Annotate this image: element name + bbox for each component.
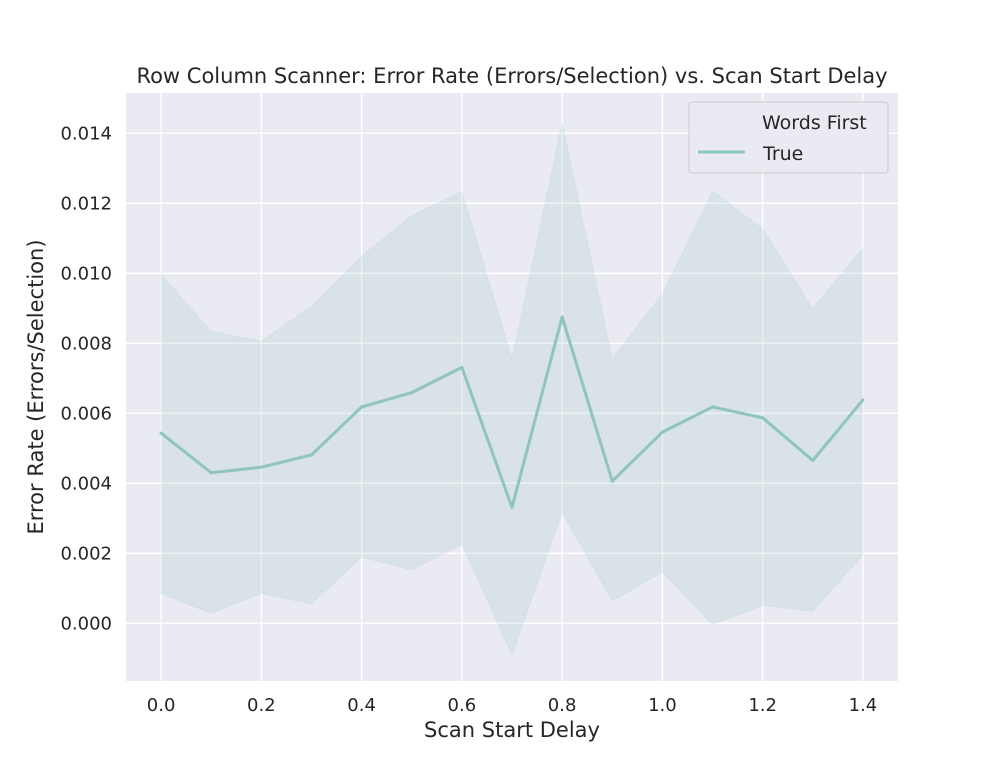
x-tick-label: 1.2 [748, 695, 777, 716]
x-tick-label: 0.2 [247, 695, 276, 716]
y-tick-label: 0.012 [60, 193, 112, 214]
legend-title: Words First [762, 112, 867, 134]
confidence-band [160, 122, 864, 657]
data-point [159, 431, 163, 435]
data-point [861, 398, 865, 402]
legend-box [688, 101, 889, 174]
data-point [259, 465, 263, 469]
y-tick-label: 0.014 [60, 123, 112, 144]
data-point [761, 416, 765, 420]
confidence-bands [160, 122, 864, 657]
data-point [711, 405, 715, 409]
x-tick-label: 1.0 [648, 695, 677, 716]
data-point [510, 505, 514, 509]
data-point [460, 365, 464, 369]
chart-title: Row Column Scanner: Error Rate (Errors/S… [136, 64, 887, 88]
x-tick-label: 0.6 [448, 695, 477, 716]
x-axis-label: Scan Start Delay [424, 718, 600, 742]
y-tick-label: 0.006 [60, 403, 112, 424]
y-tick-label: 0.010 [60, 263, 112, 284]
data-point [811, 459, 815, 462]
y-tick-label: 0.000 [60, 613, 112, 634]
data-point [610, 479, 614, 483]
y-axis-label: Error Rate (Errors/Selection) [24, 239, 48, 534]
x-tick-label: 1.4 [849, 695, 878, 716]
x-tick-label: 0.8 [548, 695, 577, 716]
x-tick-label: 0.4 [347, 695, 376, 716]
x-tick-label: 0.0 [147, 695, 176, 716]
x-axis-ticks: 0.0 0.2 0.4 0.6 0.8 1.0 1.2 1.4 [147, 695, 877, 716]
y-tick-label: 0.002 [60, 543, 112, 564]
legend-entry-true: True [762, 143, 803, 165]
legend: Words First True [688, 101, 889, 174]
data-point [560, 315, 564, 319]
data-point [410, 391, 414, 395]
data-point [360, 405, 364, 409]
y-axis-ticks: 0.000 0.002 0.004 0.006 0.008 0.010 0.012 0.014 [60, 123, 112, 634]
series-lines [159, 315, 865, 509]
y-tick-label: 0.008 [60, 333, 112, 354]
plot-area [126, 93, 898, 681]
data-point [660, 430, 664, 434]
data-point [309, 453, 313, 457]
y-tick-label: 0.004 [60, 473, 112, 494]
data-point [209, 471, 213, 475]
